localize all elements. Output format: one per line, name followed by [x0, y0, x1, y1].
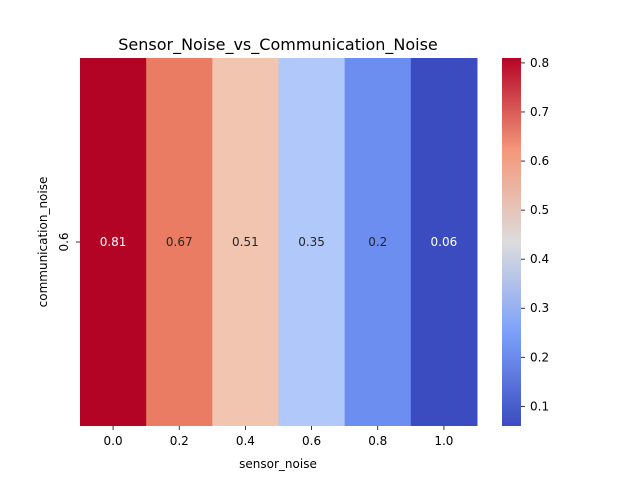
x-tick-label: 0.6	[302, 434, 321, 448]
cell-value-label: 0.06	[431, 235, 458, 249]
x-axis-ticks: 0.0 0.2 0.4 0.6 0.8 1.0	[104, 426, 453, 448]
heatmap-cell	[212, 58, 279, 426]
heatmap-cell	[344, 58, 412, 426]
y-axis-label: communication_noise	[36, 177, 50, 308]
colorbar-tick-label: 0.8	[530, 56, 549, 70]
colorbar-tick-label: 0.2	[530, 350, 549, 364]
x-tick-label: 0.0	[104, 434, 123, 448]
x-tick-label: 1.0	[434, 434, 453, 448]
y-tick-label: 0.6	[57, 232, 71, 251]
cell-value-label: 0.81	[100, 235, 127, 249]
heatmap-cell	[80, 58, 147, 426]
cell-value-label: 0.35	[298, 235, 325, 249]
cell-value-label: 0.67	[166, 235, 193, 249]
colorbar-tick-label: 0.1	[530, 399, 549, 413]
heatmap-cell	[278, 58, 346, 426]
colorbar-tick-label: 0.3	[530, 301, 549, 315]
colorbar-tick-label: 0.5	[530, 203, 549, 217]
colorbar-tick-label: 0.7	[530, 105, 549, 119]
heatmap-cell	[146, 58, 213, 426]
colorbar-tick-label: 0.4	[530, 252, 549, 266]
heatmap-cells	[80, 58, 478, 426]
colorbar-ticks: 0.1 0.2 0.3 0.4 0.5 0.6 0.7 0.8	[521, 56, 549, 413]
x-axis-label: sensor_noise	[239, 457, 317, 471]
x-tick-label: 0.4	[236, 434, 255, 448]
heatmap-cell	[410, 58, 478, 426]
chart-title: Sensor_Noise_vs_Communication_Noise	[118, 35, 438, 55]
cell-value-label: 0.2	[368, 235, 387, 249]
colorbar	[502, 58, 521, 426]
y-axis-ticks: 0.6	[57, 232, 80, 252]
colorbar-tick-label: 0.6	[530, 154, 549, 168]
cell-value-label: 0.51	[232, 235, 259, 249]
x-tick-label: 0.2	[170, 434, 189, 448]
heatmap-cell-labels: 0.81 0.67 0.51 0.35 0.2 0.06	[100, 235, 458, 249]
x-tick-label: 0.8	[368, 434, 387, 448]
